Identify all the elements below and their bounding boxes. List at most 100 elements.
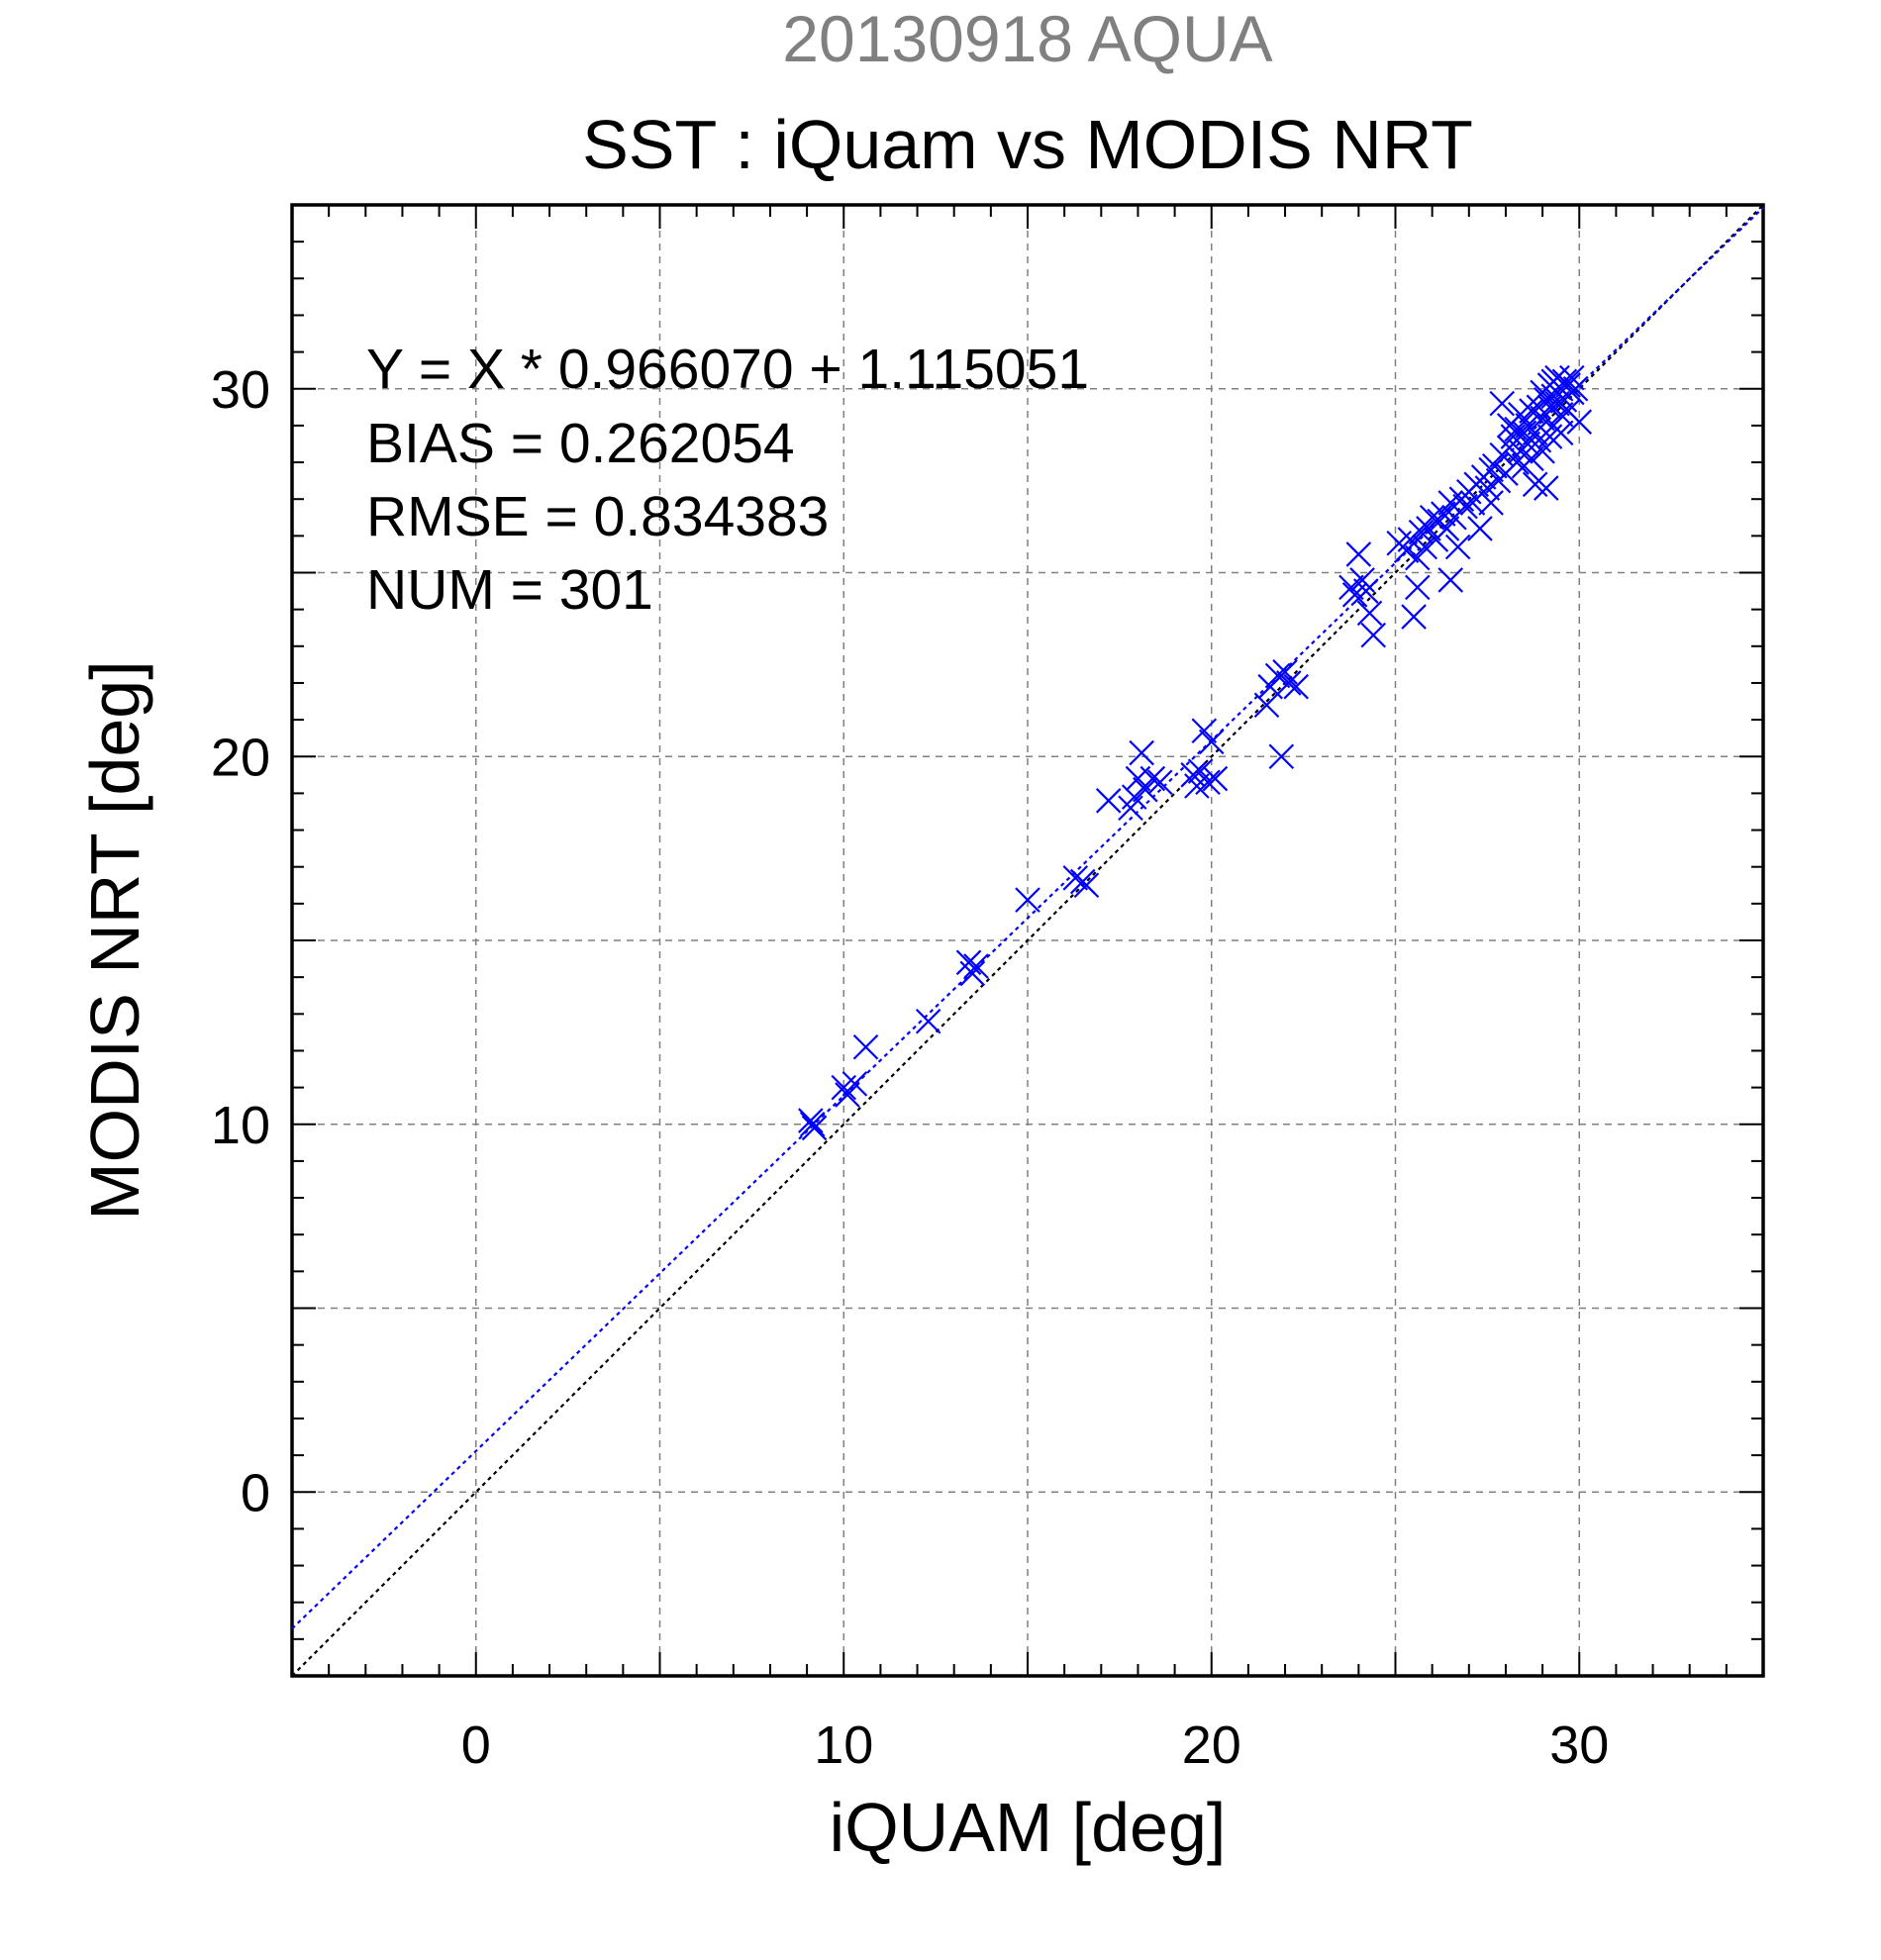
num-text: NUM = 301 [366, 558, 653, 622]
data-point-stroke [963, 953, 989, 979]
data-point-stroke [1434, 516, 1460, 541]
data-point [1015, 887, 1040, 913]
data-point [1562, 375, 1589, 402]
data-point-stroke [801, 1115, 828, 1141]
data-point-stroke [1452, 493, 1478, 520]
data-point-stroke [1522, 420, 1548, 446]
x-tick-label: 30 [1549, 1715, 1609, 1775]
data-point [1437, 567, 1464, 593]
data-point [801, 1115, 828, 1141]
x-tick-label: 20 [1182, 1715, 1241, 1775]
data-point [798, 1108, 824, 1133]
data-point-stroke [1489, 390, 1516, 417]
data-point-stroke [1191, 718, 1218, 744]
data-point-stroke [1405, 574, 1431, 601]
data-point-stroke [1360, 622, 1386, 648]
data-point-stroke [1522, 471, 1548, 498]
data-point [1397, 527, 1424, 552]
identity-line [291, 204, 1764, 1677]
data-point-stroke [1444, 534, 1471, 560]
data-point-stroke [1547, 401, 1574, 428]
data-point-stroke [798, 1108, 824, 1133]
data-point [1353, 578, 1379, 604]
data-point-stroke [959, 960, 986, 987]
y-axis-label: MODIS NRT [deg] [76, 660, 153, 1220]
data-point [1405, 574, 1431, 601]
data-point-stroke [1397, 527, 1424, 552]
bias-text: BIAS = 0.262054 [366, 412, 795, 475]
data-point [1452, 493, 1478, 520]
data-point [852, 1033, 879, 1060]
data-point-stroke [1268, 743, 1295, 770]
data-point [1547, 401, 1574, 428]
data-points [798, 364, 1593, 1141]
data-point-stroke [1264, 662, 1291, 689]
data-point-stroke [1431, 501, 1456, 527]
data-point [1360, 622, 1386, 648]
data-point-stroke [1338, 574, 1364, 601]
data-point [1073, 872, 1100, 899]
axis-ticks [292, 205, 1763, 1676]
data-point [1095, 788, 1122, 814]
data-point-stroke [1253, 692, 1280, 719]
data-point [1253, 692, 1280, 719]
data-point-stroke [1353, 578, 1379, 604]
data-point-stroke [1195, 769, 1221, 796]
data-point-stroke [1562, 375, 1589, 402]
data-point-stroke [799, 1111, 826, 1137]
data-point [1264, 662, 1291, 689]
data-point [963, 953, 989, 979]
data-point-stroke [1146, 769, 1173, 796]
data-point-stroke [1275, 670, 1302, 696]
data-point-stroke [1511, 420, 1537, 446]
data-point [1482, 452, 1508, 479]
data-point [835, 1082, 860, 1108]
tick-labels: 0 10 20 30 0 10 20 30 [211, 360, 1609, 1775]
x-tick-label: 10 [814, 1715, 873, 1775]
data-point-stroke [1519, 398, 1544, 424]
data-point-stroke [1015, 887, 1040, 913]
data-point-stroke [1555, 372, 1581, 398]
data-point-stroke [1566, 409, 1593, 435]
data-point-stroke [1412, 534, 1437, 560]
data-point [1345, 541, 1372, 567]
fit-line [291, 206, 1764, 1630]
plot-frame [290, 203, 1765, 1678]
data-point-stroke [1474, 475, 1501, 501]
data-point [1133, 776, 1158, 803]
data-point [1268, 743, 1295, 770]
data-point [1522, 420, 1548, 446]
y-tick-label: 0 [241, 1463, 270, 1522]
y-tick-label: 30 [211, 360, 270, 420]
data-point-stroke [1062, 865, 1089, 891]
data-point-stroke [1467, 516, 1493, 541]
data-point [1467, 516, 1493, 541]
data-point [1547, 420, 1574, 446]
data-point-stroke [1544, 390, 1570, 417]
data-point-stroke [1547, 420, 1574, 446]
data-point [1187, 758, 1214, 784]
data-point [799, 1111, 826, 1137]
data-point-stroke [1139, 765, 1166, 792]
data-point-stroke [1133, 776, 1158, 803]
data-point-stroke [1272, 659, 1298, 685]
data-point [1356, 600, 1383, 627]
data-point-stroke [1478, 490, 1504, 516]
data-point [1195, 769, 1221, 796]
stats-annotation: Y = X * 0.966070 + 1.115051 BIAS = 0.262… [366, 338, 1089, 622]
data-point-stroke [1202, 765, 1229, 792]
data-point-stroke [955, 949, 982, 976]
x-axis-label: iQUAM [deg] [830, 1789, 1227, 1866]
chart-title: SST : iQuam vs MODIS NRT [582, 106, 1473, 183]
reference-lines [291, 204, 1764, 1677]
data-point-stroke [852, 1033, 879, 1060]
data-point-stroke [1401, 604, 1427, 630]
data-point [1139, 765, 1166, 792]
data-point-stroke [1519, 445, 1544, 472]
data-point-stroke [1187, 758, 1214, 784]
data-point [1202, 765, 1229, 792]
data-point-stroke [1095, 788, 1122, 814]
data-point [842, 1071, 868, 1097]
regression-equation: Y = X * 0.966070 + 1.115051 [366, 338, 1089, 401]
